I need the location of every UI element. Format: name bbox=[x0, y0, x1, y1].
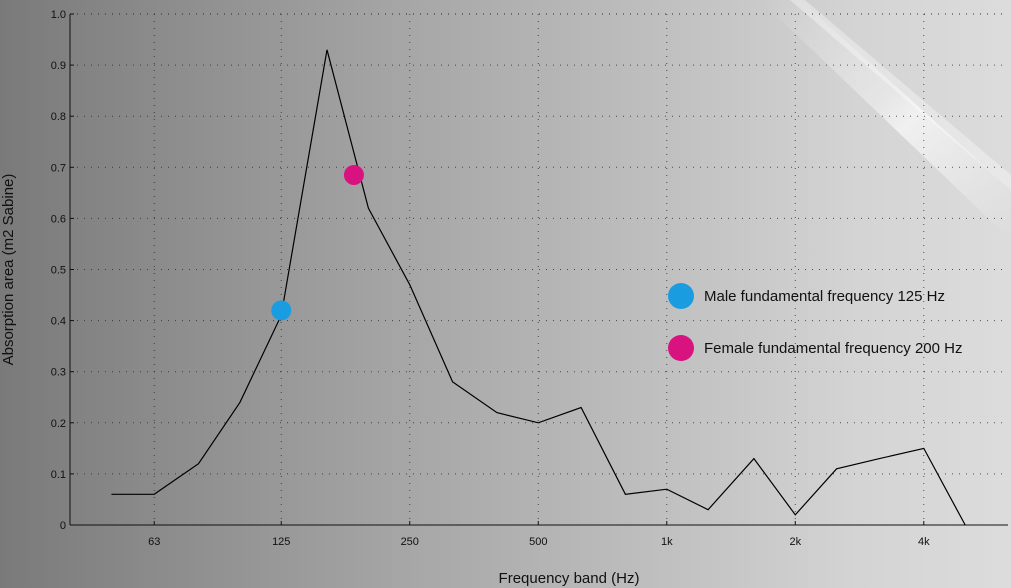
x-tick-label: 4k bbox=[918, 536, 930, 548]
x-tick-label: 500 bbox=[529, 536, 547, 548]
marker-point bbox=[343, 164, 364, 185]
x-tick-label: 125 bbox=[272, 536, 290, 548]
y-tick-label: 0.5 bbox=[51, 265, 66, 277]
y-tick-label: 0.7 bbox=[51, 162, 66, 174]
legend: Male fundamental frequency 125 Hz Female … bbox=[668, 283, 962, 361]
y-tick-label: 0 bbox=[60, 520, 66, 532]
markers bbox=[271, 164, 364, 321]
x-tick-label: 63 bbox=[148, 536, 160, 548]
decorative-sheen bbox=[760, 0, 1011, 240]
x-axis-title: Frequency band (Hz) bbox=[499, 570, 640, 587]
legend-swatch bbox=[668, 283, 694, 309]
y-tick-label: 1.0 bbox=[51, 9, 66, 21]
decorative-sheen-2 bbox=[790, 0, 1011, 190]
x-tick-label: 1k bbox=[661, 536, 673, 548]
y-tick-label: 0.3 bbox=[51, 367, 66, 379]
x-tick-label: 250 bbox=[401, 536, 419, 548]
y-tick-label: 0.9 bbox=[51, 60, 66, 72]
y-tick-label: 0.6 bbox=[51, 213, 66, 225]
ticks: 0 0.1 0.2 0.3 0.4 0.5 0.6 0.7 0.8 0.9 1.0 63 125 250 5… bbox=[51, 9, 930, 548]
legend-label: Female fundamental frequency 200 Hz bbox=[704, 340, 962, 357]
legend-label: Male fundamental frequency 125 Hz bbox=[704, 288, 945, 305]
series bbox=[111, 49, 966, 526]
y-tick-label: 0.4 bbox=[51, 316, 66, 328]
x-tick-label: 2k bbox=[789, 536, 801, 548]
y-tick-label: 0.1 bbox=[51, 469, 66, 481]
y-axis-title: Absorption area (m2 Sabine) bbox=[0, 174, 17, 366]
y-tick-label: 0.2 bbox=[51, 418, 66, 430]
series-line bbox=[111, 49, 966, 526]
grid bbox=[70, 13, 1008, 525]
marker-point bbox=[271, 300, 292, 321]
y-tick-label: 0.8 bbox=[51, 111, 66, 123]
legend-swatch bbox=[668, 335, 694, 361]
